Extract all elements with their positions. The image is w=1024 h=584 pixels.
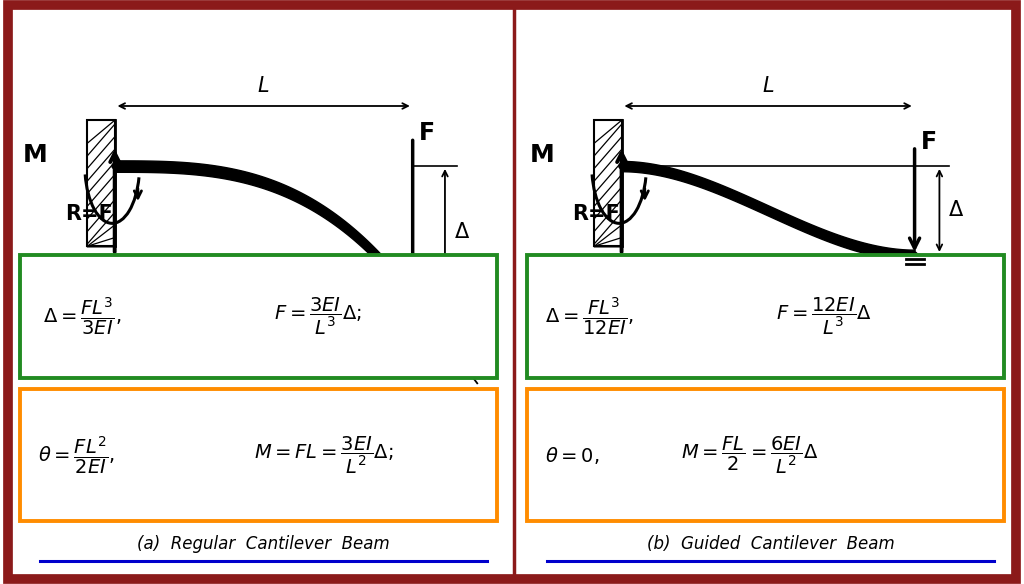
Text: L: L: [258, 76, 269, 96]
FancyBboxPatch shape: [20, 390, 497, 521]
Text: R=F: R=F: [66, 204, 113, 224]
Text: (a)  Regular  Cantilever  Beam: (a) Regular Cantilever Beam: [137, 535, 390, 553]
FancyBboxPatch shape: [20, 255, 497, 378]
Text: $\Delta = \dfrac{FL^3}{12EI}$,: $\Delta = \dfrac{FL^3}{12EI}$,: [545, 295, 634, 337]
Text: $\Delta$: $\Delta$: [454, 222, 470, 242]
Text: F: F: [921, 130, 937, 154]
Text: R=F: R=F: [571, 204, 620, 224]
Text: $F = \dfrac{3EI}{L^3}\Delta$;: $F = \dfrac{3EI}{L^3}\Delta$;: [273, 296, 361, 337]
Bar: [594, 120, 622, 246]
Text: $\theta$: $\theta$: [430, 310, 443, 329]
Bar: [87, 120, 115, 246]
Text: L: L: [762, 76, 774, 96]
Text: M: M: [890, 313, 914, 337]
FancyBboxPatch shape: [527, 390, 1004, 521]
Text: $\Delta = \dfrac{FL^3}{3EI}$,: $\Delta = \dfrac{FL^3}{3EI}$,: [43, 295, 121, 337]
Text: $\Delta$: $\Delta$: [948, 200, 965, 220]
Text: $\theta = 0$,: $\theta = 0$,: [545, 444, 599, 465]
Text: $\theta = \dfrac{FL^2}{2EI}$,: $\theta = \dfrac{FL^2}{2EI}$,: [38, 434, 115, 476]
Text: M: M: [529, 142, 554, 166]
Text: M: M: [23, 142, 47, 166]
Text: $F = \dfrac{12EI}{L^3}\Delta$: $F = \dfrac{12EI}{L^3}\Delta$: [775, 296, 871, 337]
Text: $M = FL = \dfrac{3EI}{L^2}\Delta$;: $M = FL = \dfrac{3EI}{L^2}\Delta$;: [254, 434, 393, 476]
FancyBboxPatch shape: [527, 255, 1004, 378]
Text: $M = \dfrac{FL}{2} = \dfrac{6EI}{L^2}\Delta$: $M = \dfrac{FL}{2} = \dfrac{6EI}{L^2}\De…: [681, 434, 818, 476]
Text: F: F: [419, 121, 435, 145]
Text: (b)  Guided  Cantilever  Beam: (b) Guided Cantilever Beam: [647, 535, 894, 553]
